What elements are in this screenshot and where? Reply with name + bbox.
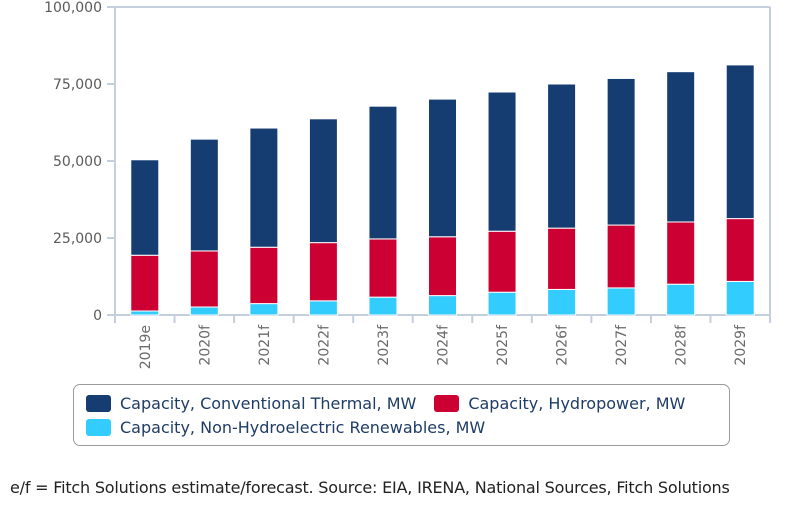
legend-item-conventional-thermal[interactable]: Capacity, Conventional Thermal, MW xyxy=(86,394,416,413)
bar-segment-non-hydro-renewables[interactable] xyxy=(308,300,338,316)
bar-stack-2027f xyxy=(606,77,636,316)
legend-swatch-hydropower xyxy=(434,394,460,412)
bar-segment-conventional-thermal[interactable] xyxy=(130,159,160,256)
bar-stack-2029f xyxy=(725,64,755,316)
x-tick-label: 2021f xyxy=(257,324,273,366)
stacked-bar-chart: 0 25,000 50,000 75,000 100,000 2019e 2020f 202… xyxy=(44,0,771,369)
y-axis: 0 25,000 50,000 75,000 100,000 xyxy=(44,0,115,324)
bar-segment-conventional-thermal[interactable] xyxy=(368,105,398,240)
bar-stack-2024f xyxy=(428,98,457,316)
bar-segment-conventional-thermal[interactable] xyxy=(487,91,517,232)
legend-label: Capacity, Non-Hydroelectric Renewables, … xyxy=(120,417,486,437)
bar-segment-conventional-thermal[interactable] xyxy=(666,71,696,223)
legend: Capacity, Conventional Thermal, MW Capac… xyxy=(73,384,730,446)
bar-stack-2021f xyxy=(249,127,279,316)
x-tick-label: 2029f xyxy=(733,324,749,366)
bar-segment-non-hydro-renewables[interactable] xyxy=(130,310,160,316)
bar-segment-hydropower[interactable] xyxy=(428,236,457,297)
bar-stack-2028f xyxy=(666,71,696,316)
x-tick-label: 2022f xyxy=(316,324,332,366)
bar-segment-hydropower[interactable] xyxy=(666,221,696,285)
x-tick-label: 2020f xyxy=(197,324,213,366)
bar-segment-hydropower[interactable] xyxy=(487,230,517,293)
y-tick-label: 25,000 xyxy=(53,231,102,247)
bar-segment-hydropower[interactable] xyxy=(725,218,755,282)
legend-label: Capacity, Hydropower, MW xyxy=(468,393,686,413)
y-tick-label: 100,000 xyxy=(44,0,102,16)
bar-segment-conventional-thermal[interactable] xyxy=(308,118,338,244)
x-axis: 2019e 2020f 2021f 2022f 2023f 2024f 2025f 2026f… xyxy=(114,315,771,369)
bar-segment-conventional-thermal[interactable] xyxy=(428,98,457,238)
bar-segment-non-hydro-renewables[interactable] xyxy=(368,296,398,316)
bar-segment-non-hydro-renewables[interactable] xyxy=(487,291,517,316)
x-tick-label: 2023f xyxy=(376,324,392,366)
bar-segment-non-hydro-renewables[interactable] xyxy=(249,303,279,316)
legend-row: Capacity, Non-Hydroelectric Renewables, … xyxy=(86,415,729,439)
x-tick-label: 2025f xyxy=(495,324,511,366)
bar-segment-non-hydro-renewables[interactable] xyxy=(547,288,577,316)
bar-segment-hydropower[interactable] xyxy=(130,254,160,312)
x-tick-label: 2026f xyxy=(555,324,571,366)
legend-label: Capacity, Conventional Thermal, MW xyxy=(120,393,417,413)
bar-stack-2022f xyxy=(308,118,338,316)
legend-swatch-conventional-thermal xyxy=(86,394,111,412)
bar-stack-2025f xyxy=(487,91,517,316)
bar-segment-conventional-thermal[interactable] xyxy=(189,138,219,252)
bar-segment-non-hydro-renewables[interactable] xyxy=(606,287,636,316)
bar-segment-hydropower[interactable] xyxy=(547,227,577,290)
bar-segment-non-hydro-renewables[interactable] xyxy=(666,283,696,316)
bar-segment-conventional-thermal[interactable] xyxy=(547,83,577,229)
bar-stack-2026f xyxy=(547,83,577,316)
legend-swatch-non-hydro-renewables xyxy=(86,418,111,436)
y-tick-label: 50,000 xyxy=(53,154,102,170)
legend-item-non-hydro-renewables[interactable]: Capacity, Non-Hydroelectric Renewables, … xyxy=(86,418,485,437)
x-tick-label: 2027f xyxy=(614,324,630,366)
x-tick-label: 2019e xyxy=(138,325,154,369)
bar-segment-hydropower[interactable] xyxy=(249,246,279,305)
x-tick-label: 2024f xyxy=(436,324,452,366)
bar-stack-2023f xyxy=(368,105,398,316)
bar-segment-non-hydro-renewables[interactable] xyxy=(428,295,457,316)
legend-item-hydropower[interactable]: Capacity, Hydropower, MW xyxy=(434,394,685,413)
bar-segment-conventional-thermal[interactable] xyxy=(725,64,755,220)
x-tick-label: 2028f xyxy=(674,324,690,366)
y-tick-label: 75,000 xyxy=(53,77,102,93)
bar-segment-non-hydro-renewables[interactable] xyxy=(725,280,755,316)
bar-segment-hydropower[interactable] xyxy=(308,242,338,302)
bar-segment-hydropower[interactable] xyxy=(606,224,636,289)
bar-segment-hydropower[interactable] xyxy=(368,238,398,298)
legend-row: Capacity, Conventional Thermal, MW Capac… xyxy=(86,391,729,415)
bar-segment-conventional-thermal[interactable] xyxy=(606,77,636,226)
source-footnote: e/f = Fitch Solutions estimate/forecast.… xyxy=(10,478,730,497)
bar-segment-non-hydro-renewables[interactable] xyxy=(189,306,219,316)
bar-stack-2019e xyxy=(130,159,160,316)
bars xyxy=(130,64,755,316)
bar-segment-hydropower[interactable] xyxy=(189,250,219,308)
bar-segment-conventional-thermal[interactable] xyxy=(249,127,279,248)
y-tick-label: 0 xyxy=(93,308,102,324)
bar-stack-2020f xyxy=(189,138,219,316)
